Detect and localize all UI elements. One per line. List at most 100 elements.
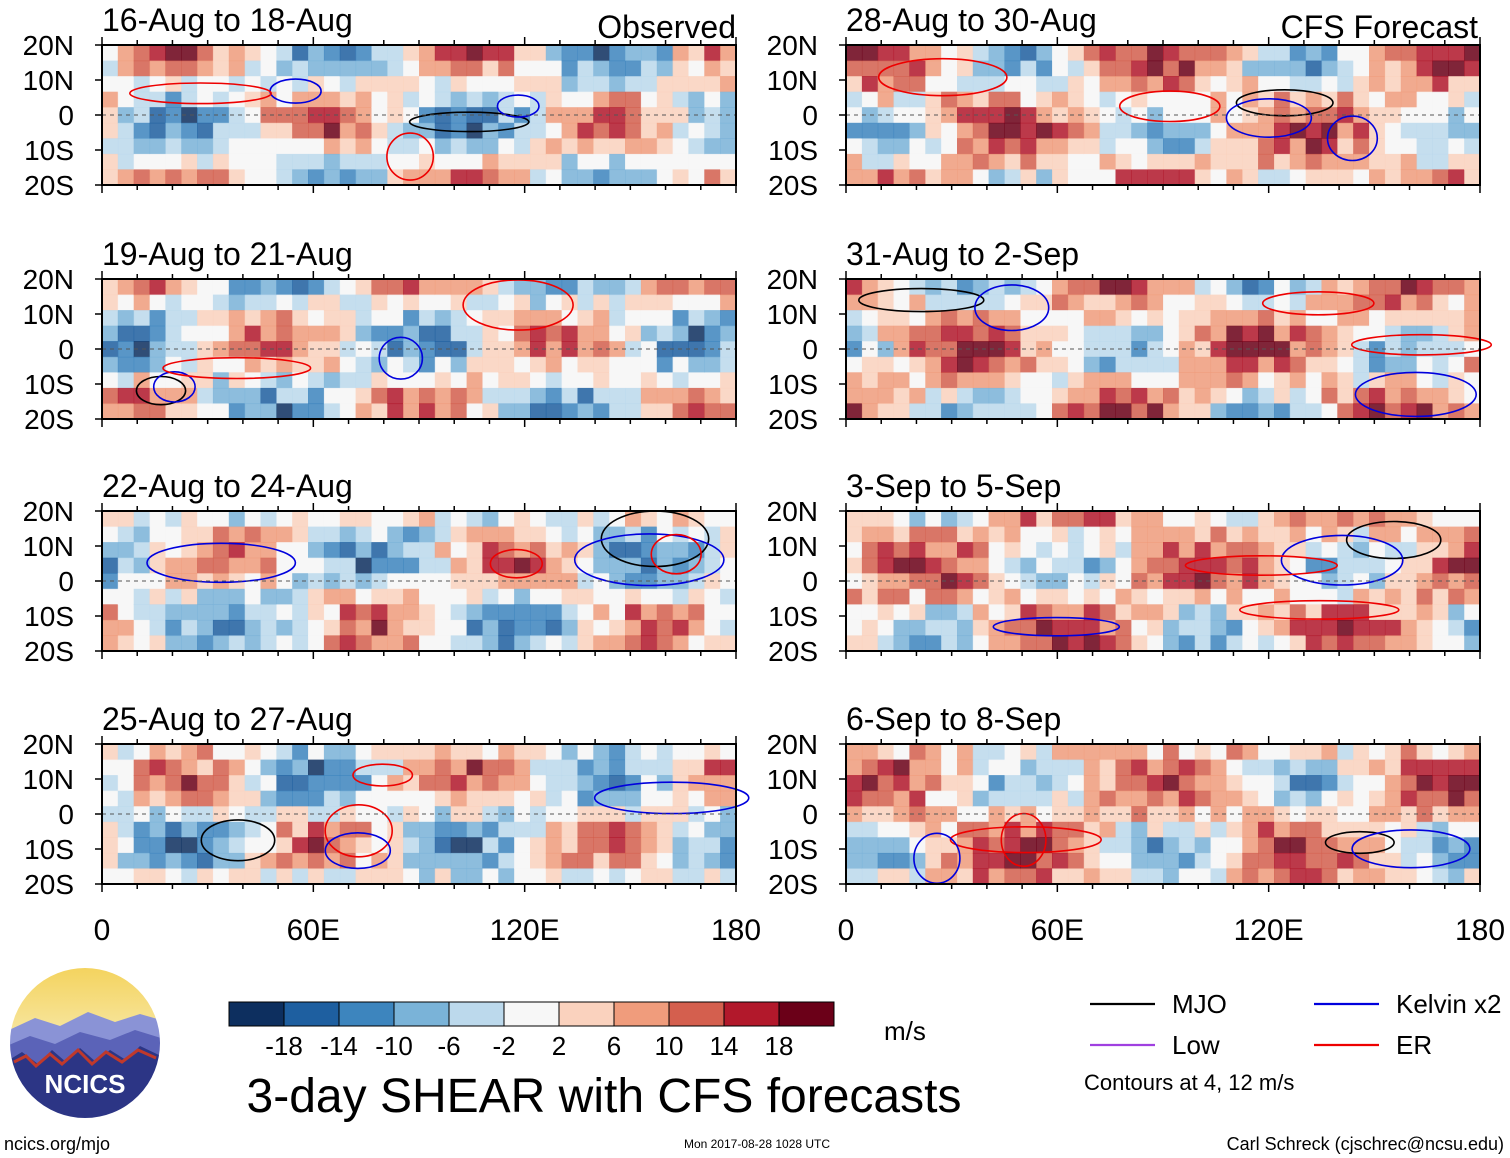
legend-label: Low — [1172, 1030, 1220, 1060]
contour — [949, 825, 1103, 854]
colorbar-swatch — [393, 1001, 450, 1027]
panel-title: 16-Aug to 18-Aug — [102, 2, 353, 38]
colorbar-label: -10 — [375, 1031, 413, 1061]
y-tick-label: 20S — [24, 170, 74, 201]
contour — [1326, 115, 1379, 162]
panel-title: 3-Sep to 5-Sep — [846, 468, 1061, 504]
x-axis-labels: 0 60E 120E 180 0 60E 120E 180 — [94, 914, 1505, 947]
y-tick-label: 20N — [23, 30, 74, 61]
y-tick-label: 0 — [802, 566, 818, 597]
colorbar-label: 14 — [710, 1031, 739, 1061]
shear-field — [846, 511, 1481, 652]
y-tick-label: 20N — [23, 496, 74, 527]
colorbar-swatch — [668, 1001, 725, 1027]
panel-8: 6-Sep to 8-Sep 20N 10N 0 10S 20S — [767, 701, 1481, 900]
contour — [146, 542, 297, 584]
colorbar-swatch — [283, 1001, 340, 1027]
panel-title: 22-Aug to 24-Aug — [102, 468, 353, 504]
y-tick-label: 10N — [767, 299, 818, 330]
contour — [857, 287, 985, 313]
contour — [877, 57, 1008, 97]
y-tick-label: 10N — [23, 764, 74, 795]
y-tick-label: 20S — [768, 636, 818, 667]
contour — [489, 548, 543, 579]
contour — [650, 533, 702, 575]
legend-label: ER — [1396, 1030, 1432, 1060]
panel-3: 22-Aug to 24-Aug 20N 10N 0 10S 20S — [23, 468, 737, 667]
colorbar-label: -18 — [265, 1031, 303, 1061]
contour — [200, 819, 276, 862]
x-tick-label: 120E — [1234, 914, 1304, 947]
colorbar-label: 10 — [655, 1031, 684, 1061]
panel-2: 19-Aug to 21-Aug 20N 10N 0 10S 20S — [23, 236, 737, 435]
shear-field — [102, 744, 737, 885]
y-tick-label: 10S — [768, 834, 818, 865]
y-tick-label: 10S — [768, 601, 818, 632]
y-tick-label: 10N — [23, 299, 74, 330]
y-tick-label: 10N — [23, 531, 74, 562]
y-tick-label: 20S — [768, 404, 818, 435]
contour — [408, 111, 530, 133]
y-tick-label: 20S — [24, 636, 74, 667]
x-tick-label: 180 — [711, 914, 761, 947]
contour — [129, 82, 272, 105]
source-url[interactable]: ncics.org/mjo — [4, 1134, 110, 1154]
y-tick-label: 20N — [23, 264, 74, 295]
shear-field — [846, 744, 1481, 885]
contour — [1345, 520, 1442, 560]
contour — [162, 356, 312, 380]
x-tick-label: 120E — [490, 914, 560, 947]
x-tick-label: 60E — [1031, 914, 1084, 947]
panel-title: 19-Aug to 21-Aug — [102, 236, 353, 272]
legend-label: MJO — [1172, 989, 1227, 1019]
colorbar-swatch — [228, 1001, 285, 1027]
y-tick-label: 0 — [58, 100, 74, 131]
shear-field — [102, 45, 737, 186]
contour — [1351, 829, 1471, 869]
panel-title: 25-Aug to 27-Aug — [102, 701, 353, 737]
y-tick-label: 0 — [58, 799, 74, 830]
x-tick-label: 60E — [287, 914, 340, 947]
contour — [152, 370, 196, 403]
contour — [352, 763, 414, 787]
panel-title: 6-Sep to 8-Sep — [846, 701, 1061, 737]
panel-6: 31-Aug to 2-Sep 20N 10N 0 10S 20S — [767, 236, 1493, 435]
shear-field — [102, 511, 737, 652]
y-tick-label: 0 — [802, 799, 818, 830]
panel-1: 16-Aug to 18-Aug 20N 10N 0 10S 20S — [23, 2, 737, 201]
y-tick-label: 20N — [767, 30, 818, 61]
contour — [1239, 599, 1400, 620]
colorbar-swatch — [613, 1001, 670, 1027]
legend: MJO Kelvin x2 Low ER — [1090, 989, 1502, 1060]
colorbar-swatch — [338, 1001, 395, 1027]
panels-layer: 16-Aug to 18-Aug 20N 10N 0 10S 20S 19-Aug to 2… — [23, 2, 1493, 900]
contour — [496, 94, 540, 118]
panel-title: 31-Aug to 2-Sep — [846, 236, 1079, 272]
y-tick-label: 10S — [24, 601, 74, 632]
y-tick-label: 0 — [58, 566, 74, 597]
units-label: m/s — [884, 1016, 926, 1046]
colorbar-label: 18 — [765, 1031, 794, 1061]
y-tick-label: 10S — [24, 135, 74, 166]
contour — [1118, 90, 1221, 123]
contour — [135, 375, 187, 406]
timestamp: Mon 2017-08-28 1028 UTC — [684, 1137, 830, 1151]
x-tick-label: 0 — [838, 914, 855, 947]
colorbar-label: 6 — [607, 1031, 621, 1061]
contour — [1225, 98, 1313, 139]
contour — [324, 831, 392, 870]
colorbar-label: -14 — [320, 1031, 358, 1061]
y-tick-label: 20S — [768, 869, 818, 900]
y-tick-label: 20N — [767, 264, 818, 295]
logo-text: NCICS — [45, 1069, 126, 1099]
colorbar-swatch — [778, 1001, 835, 1027]
colorbar-label: -2 — [492, 1031, 515, 1061]
observed-label: Observed — [597, 9, 736, 45]
credit: Carl Schreck (cjschrec@ncsu.edu) — [1227, 1134, 1504, 1154]
colorbar-label: 2 — [552, 1031, 566, 1061]
chart-title: 3-day SHEAR with CFS forecasts — [247, 1070, 962, 1123]
shear-field — [846, 45, 1481, 186]
y-tick-label: 10S — [24, 369, 74, 400]
y-tick-label: 20N — [767, 729, 818, 760]
